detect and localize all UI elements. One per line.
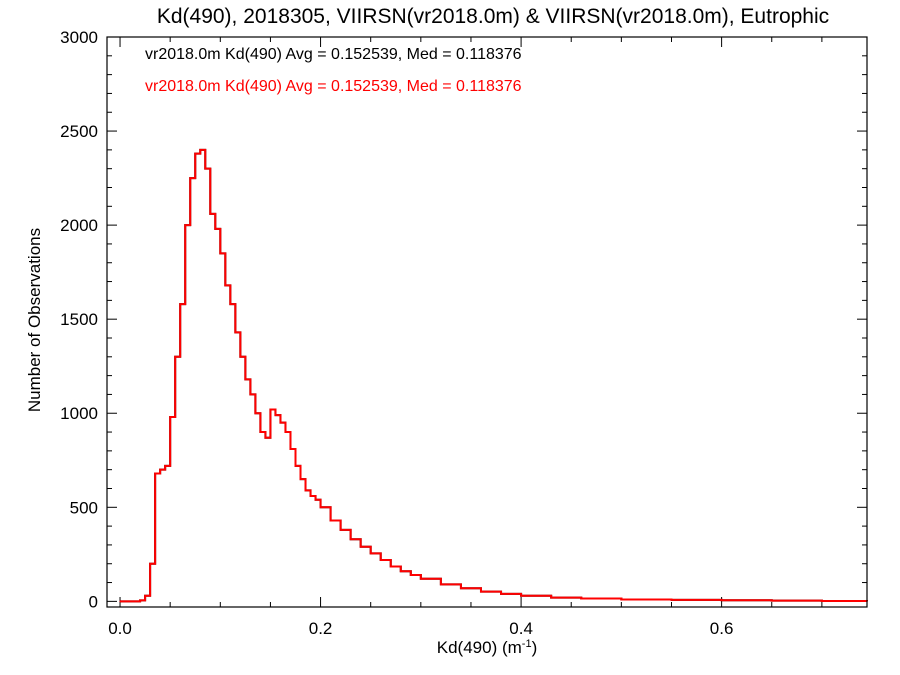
data-point [821,600,823,602]
legend-entry-red: vr2018.0m Kd(490) Avg = 0.152539, Med = … [145,78,522,95]
data-point [279,422,282,424]
series-line-0 [120,148,868,603]
data-point [159,469,161,471]
data-point [670,599,673,601]
data-point [289,448,292,450]
data-point [189,177,191,179]
data-point [249,393,251,396]
chart-title: Kd(490), 2018305, VIIRSN(vr2018.0m) & VI… [157,5,829,28]
data-point [420,578,422,580]
data-point [500,593,502,595]
data-point [219,252,221,254]
data-point [620,598,622,601]
data-point [304,489,307,491]
data-point [199,149,201,151]
x-axis-title-superscript: -1 [522,638,532,650]
data-point [350,538,352,540]
x-axis: 0.0 0.2 0.4 0.6 [108,37,823,638]
data-point [149,563,151,565]
data-point [340,529,342,531]
data-point [174,356,176,358]
data-point [360,546,362,548]
x-tick-label: 0.6 [710,619,734,638]
data-point [390,565,392,568]
data-point [294,465,297,467]
data-point [204,168,206,170]
data-point [480,590,482,593]
series-group [119,148,868,603]
data-point [209,213,211,215]
data-point [771,600,773,602]
data-point [269,408,272,411]
data-point [440,583,442,586]
data-point [580,597,582,600]
data-point [410,574,412,576]
data-point [169,416,171,418]
data-point [550,596,552,599]
data-point [234,331,236,333]
y-tick-label: 0 [89,592,98,611]
legend-entry-black: vr2018.0m Kd(490) Avg = 0.152539, Med = … [145,46,522,63]
data-point [380,559,382,561]
y-tick-label: 2500 [60,122,98,141]
x-tick-label: 0.2 [309,619,333,638]
x-axis-title: Kd(490) (m-1) [437,638,537,657]
data-point [184,224,186,226]
data-point [520,595,522,597]
x-tick-label: 0.4 [509,619,533,638]
data-point [284,431,287,433]
data-point [139,599,141,602]
y-tick-label: 1500 [60,310,98,329]
data-point [239,356,241,358]
y-axis: 0 500 1000 1500 2000 2500 3000 [60,28,867,611]
data-point [259,431,262,433]
data-point [264,437,267,439]
plot-frame [106,36,868,608]
data-point [224,284,226,286]
data-point [319,506,322,508]
data-point [244,378,246,380]
x-tick-label: 0.0 [108,619,132,638]
y-tick-label: 2000 [60,216,98,235]
data-point [144,595,146,597]
data-point [721,599,723,601]
data-point [164,465,166,467]
x-axis-title-main: Kd(490) (m [437,638,522,657]
x-axis-title-close: ) [532,638,538,657]
data-point [314,499,317,501]
data-point [179,303,181,305]
y-tick-label: 500 [70,498,98,517]
data-point [154,472,156,475]
data-point [229,303,231,305]
series-line-1 [120,148,868,603]
data-point [299,478,302,480]
data-point [214,228,216,230]
data-point [400,570,402,572]
data-point [119,600,121,602]
data-point [460,587,462,589]
data-point [329,519,332,522]
data-point [370,552,372,554]
data-point [274,414,277,416]
y-tick-label: 3000 [60,28,98,47]
data-point [309,495,312,497]
data-point [254,412,256,414]
y-axis-title: Number of Observations [25,228,44,412]
data-point [194,153,196,155]
y-tick-label: 1000 [60,404,98,423]
